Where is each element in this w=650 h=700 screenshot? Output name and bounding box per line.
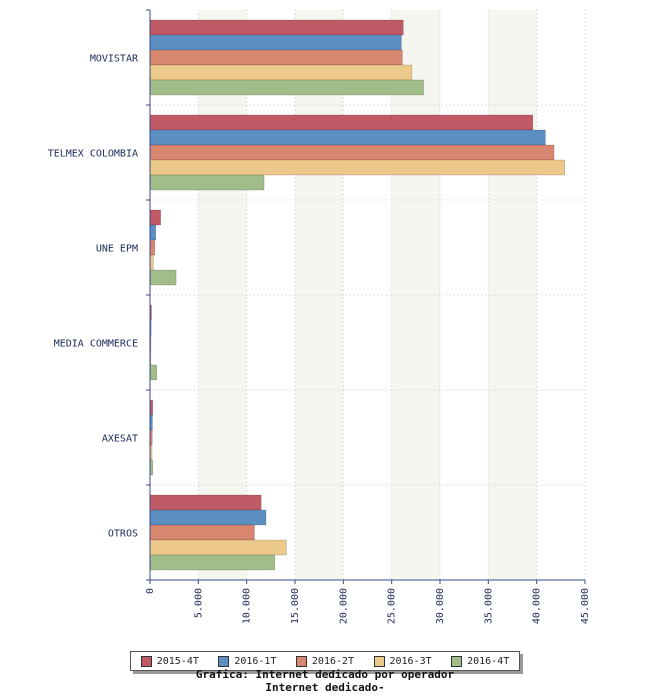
bar-2016-2T-otros xyxy=(149,524,255,541)
bar-2016-2T-telmex-colombia xyxy=(149,144,555,161)
legend-entry: 2016-2T xyxy=(295,655,355,667)
grid-band xyxy=(488,10,537,580)
category-label: MEDIA COMMERCE xyxy=(54,339,138,350)
legend-label: 2016-1T xyxy=(234,655,277,667)
legend-swatch xyxy=(140,655,152,667)
legend-label: 2016-3T xyxy=(389,655,432,667)
bar-chart: MOVISTAR TELMEX COLOMBIA UNE EPM MEDIA COMM… xyxy=(48,9,591,624)
x-tick-label: 25.000 xyxy=(387,588,398,624)
legend-label: 2016-4T xyxy=(467,655,510,667)
x-tick-label: 15.000 xyxy=(290,588,301,624)
bar-2015-4T-une-epm xyxy=(149,209,161,226)
bar-2015-4T-otros xyxy=(149,494,262,511)
x-tick-label: 10.000 xyxy=(242,588,253,624)
y-axis-labels: MOVISTAR TELMEX COLOMBIA UNE EPM MEDIA COMM… xyxy=(48,54,139,540)
axes xyxy=(146,9,586,584)
bar-2015-4T-movistar xyxy=(149,19,404,36)
legend-label: 2016-2T xyxy=(311,655,355,667)
category-label: TELMEX COLOMBIA xyxy=(48,149,138,160)
x-tick-label: 45.000 xyxy=(580,588,591,624)
legend-entry: 2015-4T xyxy=(140,655,199,667)
bar-2016-3T-movistar xyxy=(149,64,413,81)
x-tick-label: 20.000 xyxy=(338,588,349,624)
bar-2016-3T-telmex-colombia xyxy=(149,159,566,176)
bar-2016-1T-otros xyxy=(149,509,267,526)
x-tick-label: 35.000 xyxy=(483,588,494,624)
legend-swatch xyxy=(373,655,385,667)
bar-2016-4T-otros xyxy=(149,554,275,571)
legend-entry: 2016-4T xyxy=(451,655,510,667)
chart-title: Grafica: Internet dedicado por operador xyxy=(195,668,455,681)
grid-bands xyxy=(198,10,537,580)
category-label: UNE EPM xyxy=(96,244,138,255)
x-axis-tick-labels: 0 5.000 10.000 15.000 20.000 25.000 30.000 35.0… xyxy=(145,588,591,624)
bar-2016-4T-une-epm xyxy=(149,269,177,286)
legend-swatch xyxy=(451,655,463,667)
x-tick-label: 0 xyxy=(145,588,156,594)
bar-2016-3T-otros xyxy=(149,539,287,556)
bar-2016-1T-telmex-colombia xyxy=(149,129,546,146)
grid-lines xyxy=(150,10,586,580)
bar-2015-4T-telmex-colombia xyxy=(149,114,534,131)
bar-2016-4T-movistar xyxy=(149,79,424,96)
bar-2016-4T-media-commerce xyxy=(149,364,158,381)
legend-entry: 2016-3T xyxy=(373,655,432,667)
category-label: MOVISTAR xyxy=(90,54,139,65)
bar-2016-1T-une-epm xyxy=(149,224,157,241)
chart-subtitle: Internet dedicado- xyxy=(265,681,385,694)
grid-band xyxy=(295,10,344,580)
legend: 2015-4T 2016-1T 2016-2T 2016-3T 2016-4T xyxy=(130,651,520,671)
bar-2016-4T-telmex-colombia xyxy=(149,174,265,191)
legend-entry: 2016-1T xyxy=(218,655,277,667)
category-label: AXESAT xyxy=(102,434,138,445)
x-tick-label: 5.000 xyxy=(193,588,204,618)
legend-swatch xyxy=(295,655,307,667)
legend-label: 2015-4T xyxy=(156,655,199,667)
bar-2016-2T-movistar xyxy=(149,49,403,66)
bar-2016-1T-movistar xyxy=(149,34,402,51)
x-tick-label: 40.000 xyxy=(532,588,543,624)
grid-band xyxy=(391,10,440,580)
bars xyxy=(149,19,566,571)
x-tick-label: 30.000 xyxy=(435,588,446,624)
category-label: OTROS xyxy=(108,529,138,540)
legend-swatch xyxy=(218,655,230,667)
bar-2016-2T-une-epm xyxy=(149,239,156,256)
bar-2016-3T-une-epm xyxy=(149,254,154,271)
